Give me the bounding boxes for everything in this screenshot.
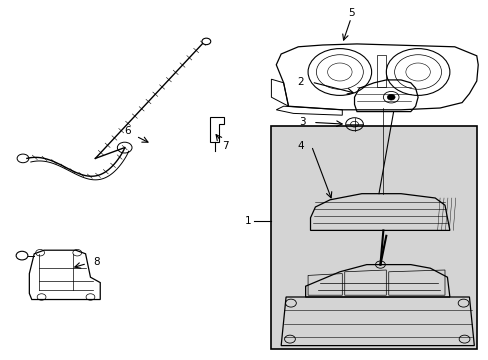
Text: 2: 2 — [297, 77, 304, 87]
Text: 4: 4 — [297, 141, 304, 151]
Text: 3: 3 — [298, 117, 305, 127]
Text: 6: 6 — [123, 126, 130, 136]
Circle shape — [202, 38, 210, 45]
Circle shape — [386, 94, 394, 100]
Text: 5: 5 — [347, 8, 354, 18]
Text: 7: 7 — [221, 141, 228, 151]
Bar — [271, 126, 476, 349]
Text: 1: 1 — [244, 216, 251, 226]
Text: 8: 8 — [93, 257, 100, 267]
